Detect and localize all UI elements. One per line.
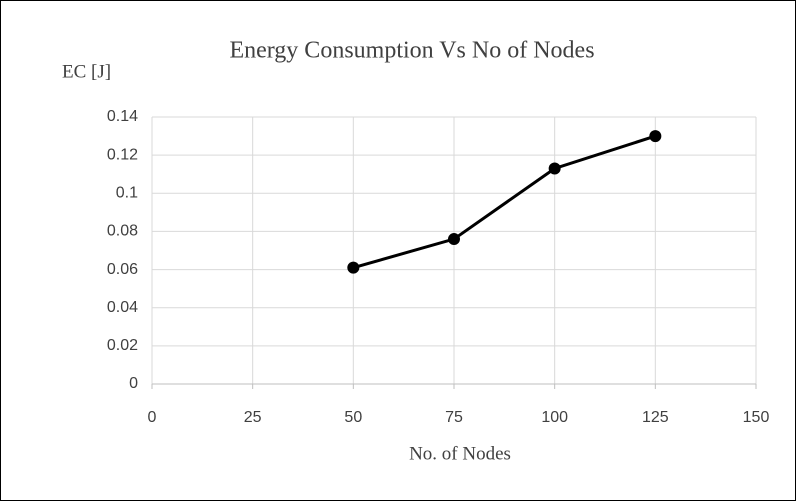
- chart-title: Energy Consumption Vs No of Nodes: [229, 38, 594, 64]
- x-tick-label: 0: [148, 409, 157, 426]
- y-axis-label: EC [J]: [62, 61, 111, 82]
- point: [649, 130, 662, 143]
- y-tick-label: 0.12: [107, 146, 138, 163]
- y-tick-label: 0.04: [107, 299, 138, 316]
- point: [548, 162, 561, 175]
- y-tick-label: 0.14: [107, 108, 138, 125]
- x-tick-label: 100: [541, 409, 568, 426]
- x-tick-label: 50: [344, 409, 362, 426]
- line: [352, 134, 656, 270]
- x-tick-label: 150: [743, 409, 770, 426]
- x-tick-label: 75: [445, 409, 463, 426]
- y-tick-label: 0.1: [116, 185, 138, 202]
- x-tick-label: 125: [642, 409, 669, 426]
- x-axis-label: No. of Nodes: [409, 443, 511, 464]
- x-tick-label: 25: [244, 409, 262, 426]
- point: [347, 261, 360, 274]
- point: [448, 233, 460, 246]
- y-tick-label: 0: [129, 375, 138, 392]
- y-tick-label: 0.08: [107, 223, 138, 240]
- y-tick-label: 0.06: [107, 261, 138, 278]
- y-tick-label: 0.02: [107, 337, 138, 354]
